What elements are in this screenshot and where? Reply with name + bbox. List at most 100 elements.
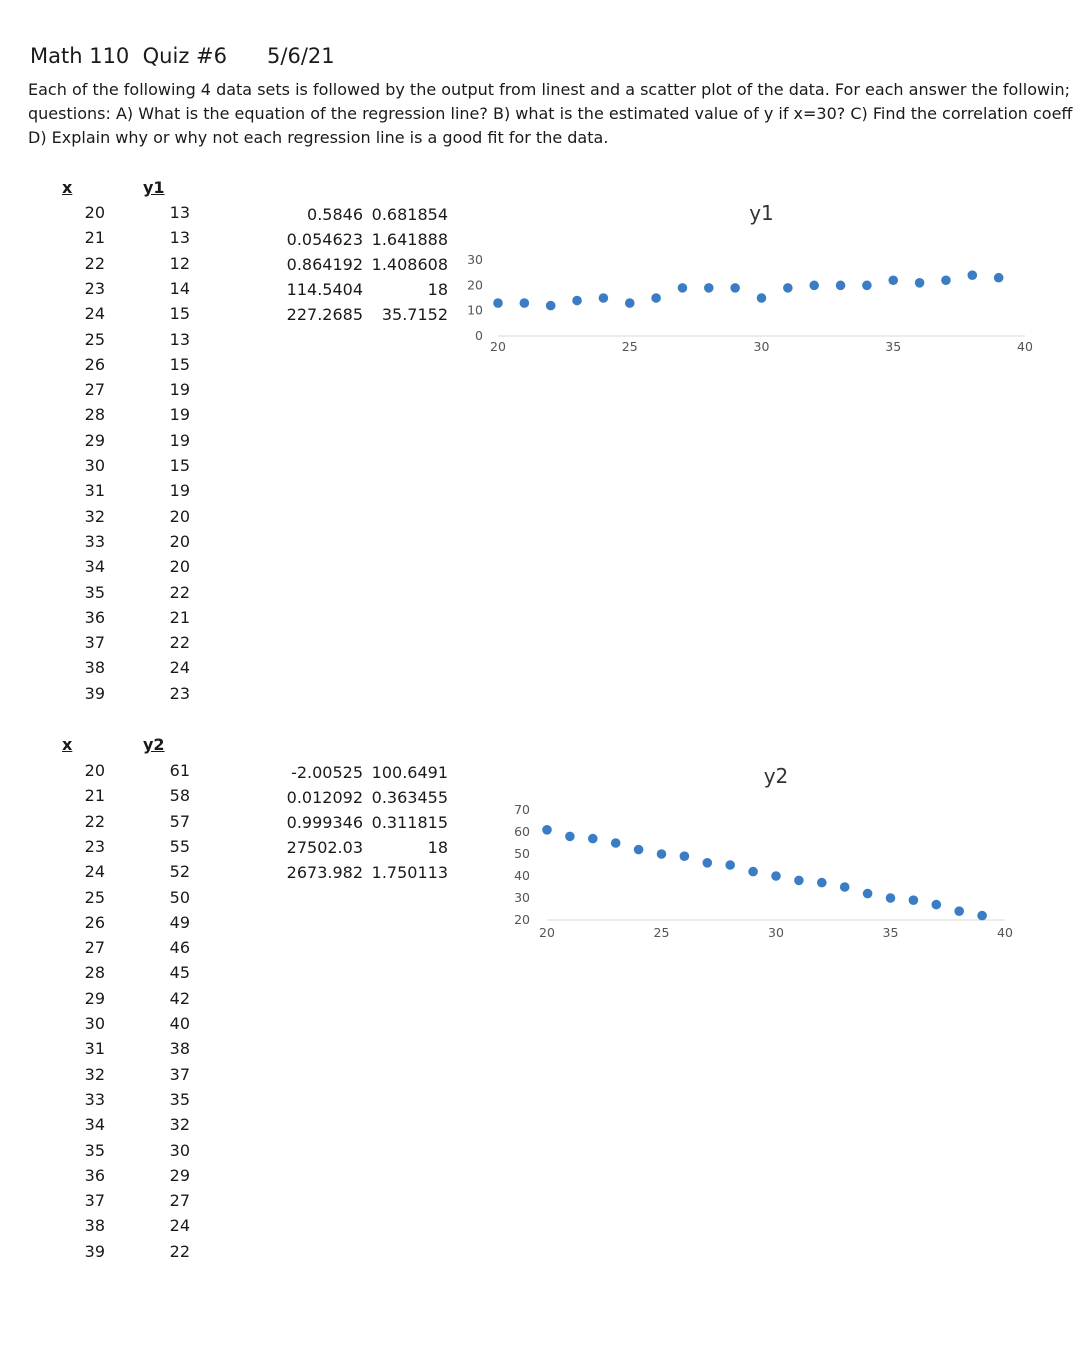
y-value: 21 xyxy=(169,607,190,627)
y-value: 22 xyxy=(169,1241,190,1261)
data-point xyxy=(572,295,582,306)
linest-cell: -2.00525 xyxy=(291,763,363,782)
linest-row: 0.012092 0.363455 xyxy=(278,788,448,808)
data-point xyxy=(993,272,1004,283)
y-value: 58 xyxy=(169,786,190,806)
data-point xyxy=(817,877,827,888)
y-value: 57 xyxy=(169,811,190,831)
x-value: 38 xyxy=(84,658,105,678)
data-point xyxy=(967,270,978,280)
x-value: 35 xyxy=(84,582,105,602)
data-point xyxy=(839,882,850,892)
data-point xyxy=(931,899,942,910)
linest-cell: 2673.982 xyxy=(286,863,363,882)
data-point xyxy=(756,293,767,303)
y-value: 19 xyxy=(169,481,190,501)
y-value: 35 xyxy=(169,1089,190,1109)
y-value: 38 xyxy=(169,1039,190,1059)
data-point xyxy=(725,860,735,870)
linest-cell: 0.012092 xyxy=(286,788,363,807)
x-value: 39 xyxy=(84,1241,105,1261)
data-point xyxy=(748,866,758,877)
y-tick-label: 30 xyxy=(514,890,530,905)
x-value: 24 xyxy=(84,862,105,882)
x-value: 31 xyxy=(84,481,105,501)
data-point xyxy=(598,293,609,303)
linest-cell: 18 xyxy=(427,838,448,857)
x-value: 24 xyxy=(84,304,105,324)
y-value: 20 xyxy=(169,557,190,577)
data-point xyxy=(862,280,872,291)
y-value: 23 xyxy=(169,683,190,703)
y-value: 32 xyxy=(169,1115,190,1135)
x-value: 33 xyxy=(84,531,105,551)
chart-title: y2 xyxy=(764,764,789,788)
linest-cell: 27502.03 xyxy=(286,838,363,857)
y-value: 46 xyxy=(169,938,190,958)
y-value: 37 xyxy=(169,1064,190,1084)
data-point xyxy=(941,275,951,286)
y-value: 27 xyxy=(169,1191,190,1211)
instruction-line: D) Explain why or why not each regressio… xyxy=(28,128,609,147)
data-point xyxy=(633,844,644,855)
data-point xyxy=(914,278,925,288)
y-tick-label: 70 xyxy=(514,802,530,817)
x-value: 31 xyxy=(84,1039,105,1059)
y-value: 20 xyxy=(169,531,190,551)
y-tick-label: 20 xyxy=(467,277,483,292)
x-value: 22 xyxy=(84,253,105,273)
linest-cell: 1.408608 xyxy=(371,255,448,274)
data-point xyxy=(954,906,964,916)
data-point xyxy=(545,300,556,311)
x-value: 33 xyxy=(84,1089,105,1109)
data-point xyxy=(771,871,781,881)
quiz-title: Math 110 Quiz #6 5/6/21 xyxy=(30,44,335,68)
x-tick-label: 35 xyxy=(883,925,899,940)
y-value: 12 xyxy=(169,253,190,273)
y-value: 22 xyxy=(169,582,190,602)
x-tick-label: 30 xyxy=(754,339,770,354)
x-value: 29 xyxy=(84,430,105,450)
linest-row: 0.864192 1.408608 xyxy=(278,255,448,275)
y-value: 15 xyxy=(169,354,190,374)
linest-row: 227.2685 35.7152 xyxy=(278,305,448,325)
linest-cell: 0.5846 xyxy=(307,205,363,224)
chart-title: y1 xyxy=(749,201,774,225)
y-value: 13 xyxy=(169,329,190,349)
data-point xyxy=(651,293,661,303)
scatter-chart-y1: y1 20 25 30 35 40 0 10 20 30 xyxy=(467,201,1033,354)
data-point xyxy=(493,298,503,308)
linest-cell: 35.7152 xyxy=(381,305,448,324)
linest-cell: 227.2685 xyxy=(286,305,363,324)
y-value: 19 xyxy=(169,430,190,450)
instruction-line: questions: A) What is the equation of th… xyxy=(28,104,1073,123)
x-tick-label: 30 xyxy=(768,925,784,940)
y-header: y2 xyxy=(143,735,165,754)
data-point xyxy=(588,833,598,844)
linest-cell: 114.5404 xyxy=(286,280,363,299)
y-tick-label: 10 xyxy=(467,303,483,318)
x-tick-label: 25 xyxy=(654,925,670,940)
x-value: 21 xyxy=(84,786,105,806)
data-point xyxy=(704,283,714,293)
linest-cell: 100.6491 xyxy=(371,763,448,782)
data-point xyxy=(656,849,667,859)
y-value: 15 xyxy=(169,456,190,475)
y-value: 24 xyxy=(169,658,190,678)
y-value: 15 xyxy=(169,304,190,324)
data-point xyxy=(542,825,552,835)
data-point xyxy=(794,875,804,886)
y-value: 22 xyxy=(169,633,190,653)
x-value: 27 xyxy=(84,380,105,400)
y-value: 52 xyxy=(169,862,190,882)
linest-row: -2.00525 100.6491 xyxy=(278,763,448,783)
linest-cell: 0.363455 xyxy=(371,788,448,807)
y-value: 42 xyxy=(169,988,190,1008)
data-point xyxy=(679,851,690,861)
x-value: 37 xyxy=(84,633,105,653)
y-value: 24 xyxy=(169,1216,190,1236)
linest-cell: 0.681854 xyxy=(371,205,448,224)
linest-row: 2673.982 1.750113 xyxy=(278,863,448,883)
data-point xyxy=(862,888,873,899)
y-tick-label: 20 xyxy=(514,912,530,927)
